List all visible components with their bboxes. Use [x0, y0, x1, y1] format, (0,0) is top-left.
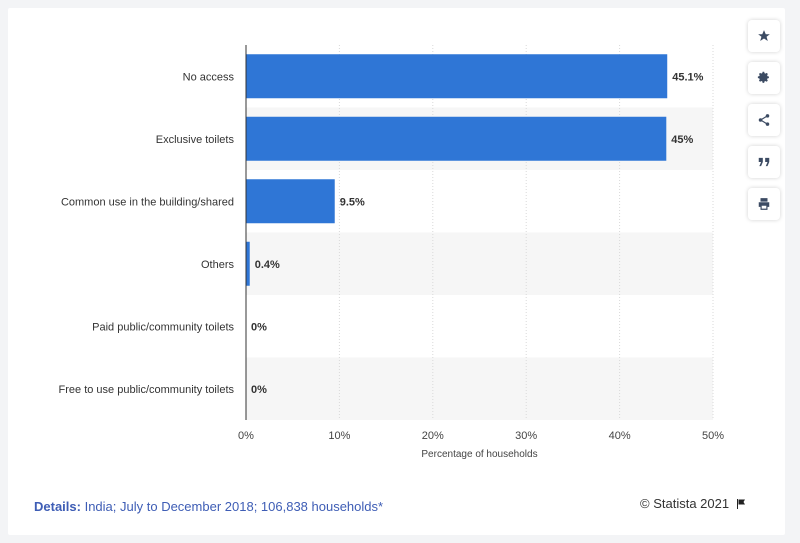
x-tick-label: 20% [422, 430, 444, 442]
x-tick-label: 10% [328, 430, 350, 442]
print-button[interactable] [748, 188, 780, 220]
x-tick-label: 50% [702, 430, 724, 442]
gear-icon [757, 71, 769, 83]
details-text: India; July to December 2018; 106,838 ho… [84, 499, 384, 514]
category-label: Others [201, 259, 235, 271]
value-label: 0.4% [255, 259, 280, 271]
category-label: Paid public/community toilets [92, 321, 234, 333]
bars [246, 54, 668, 286]
row-band [246, 232, 713, 295]
value-label: 0% [251, 321, 267, 333]
gridlines [338, 45, 714, 420]
value-label: 9.5% [340, 196, 365, 208]
credit-text: © Statista 2021 [640, 496, 730, 511]
star-icon [758, 30, 770, 41]
share-icon [758, 114, 770, 126]
cite-button[interactable] [748, 146, 780, 178]
category-labels: No access Exclusive toilets Common use in … [59, 71, 235, 396]
value-label: 45% [671, 134, 693, 146]
flag-icon [737, 498, 746, 509]
category-label: Common use in the building/shared [61, 196, 234, 208]
print-icon [758, 198, 770, 210]
row-band [246, 357, 713, 420]
x-tick-label: 40% [609, 430, 631, 442]
share-button[interactable] [748, 104, 780, 136]
category-label: No access [183, 71, 235, 83]
value-labels: 45.1% 45% 9.5% 0.4% 0% 0% [251, 71, 704, 396]
x-tick-labels: 0% 10% 20% 30% 40% 50% [238, 430, 724, 442]
details-note: Details: India; July to December 2018; 1… [34, 499, 383, 514]
bar[interactable] [246, 241, 250, 286]
quote-icon [758, 157, 770, 167]
category-label: Free to use public/community toilets [59, 384, 235, 396]
favorite-button[interactable] [748, 20, 780, 52]
bar[interactable] [246, 116, 667, 161]
x-axis-title: Percentage of households [421, 449, 537, 460]
details-label: Details: [34, 499, 81, 514]
category-label: Exclusive toilets [156, 134, 235, 146]
value-label: 45.1% [672, 71, 703, 83]
statista-credit[interactable]: © Statista 2021 [640, 496, 747, 511]
x-tick-label: 0% [238, 430, 254, 442]
bar[interactable] [246, 179, 335, 224]
value-label: 0% [251, 384, 267, 396]
bar[interactable] [246, 54, 668, 99]
settings-button[interactable] [748, 62, 780, 94]
chart-toolbar [748, 20, 780, 230]
x-tick-label: 30% [515, 430, 537, 442]
